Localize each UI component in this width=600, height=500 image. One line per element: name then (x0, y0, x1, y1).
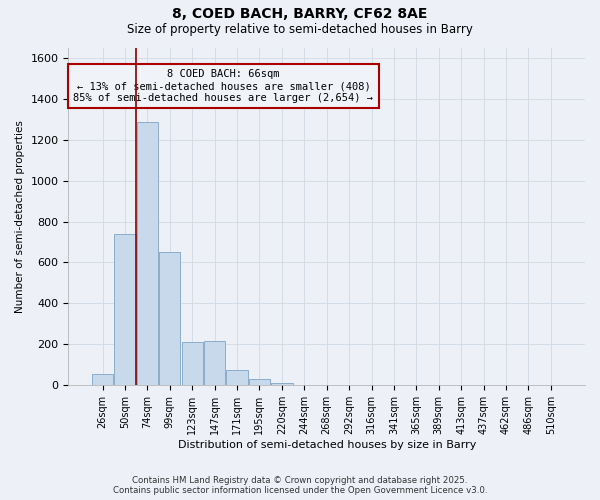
Text: Contains HM Land Registry data © Crown copyright and database right 2025.
Contai: Contains HM Land Registry data © Crown c… (113, 476, 487, 495)
Bar (115, 234, 136, 386)
Text: 8 COED BACH: 66sqm
← 13% of semi-detached houses are smaller (408)
85% of semi-d: 8 COED BACH: 66sqm ← 13% of semi-detache… (73, 70, 373, 102)
Bar (271, 384, 293, 386)
Bar (182, 342, 203, 386)
Y-axis label: Number of semi-detached properties: Number of semi-detached properties (15, 120, 25, 313)
Bar (249, 379, 270, 386)
X-axis label: Distribution of semi-detached houses by size in Barry: Distribution of semi-detached houses by … (178, 440, 476, 450)
Bar (159, 252, 181, 386)
Bar (226, 370, 248, 386)
Text: 8, COED BACH, BARRY, CF62 8AE: 8, COED BACH, BARRY, CF62 8AE (172, 8, 428, 22)
Bar (137, 122, 158, 386)
Bar (92, 374, 113, 386)
Bar (204, 342, 225, 386)
Text: Size of property relative to semi-detached houses in Barry: Size of property relative to semi-detach… (127, 22, 473, 36)
